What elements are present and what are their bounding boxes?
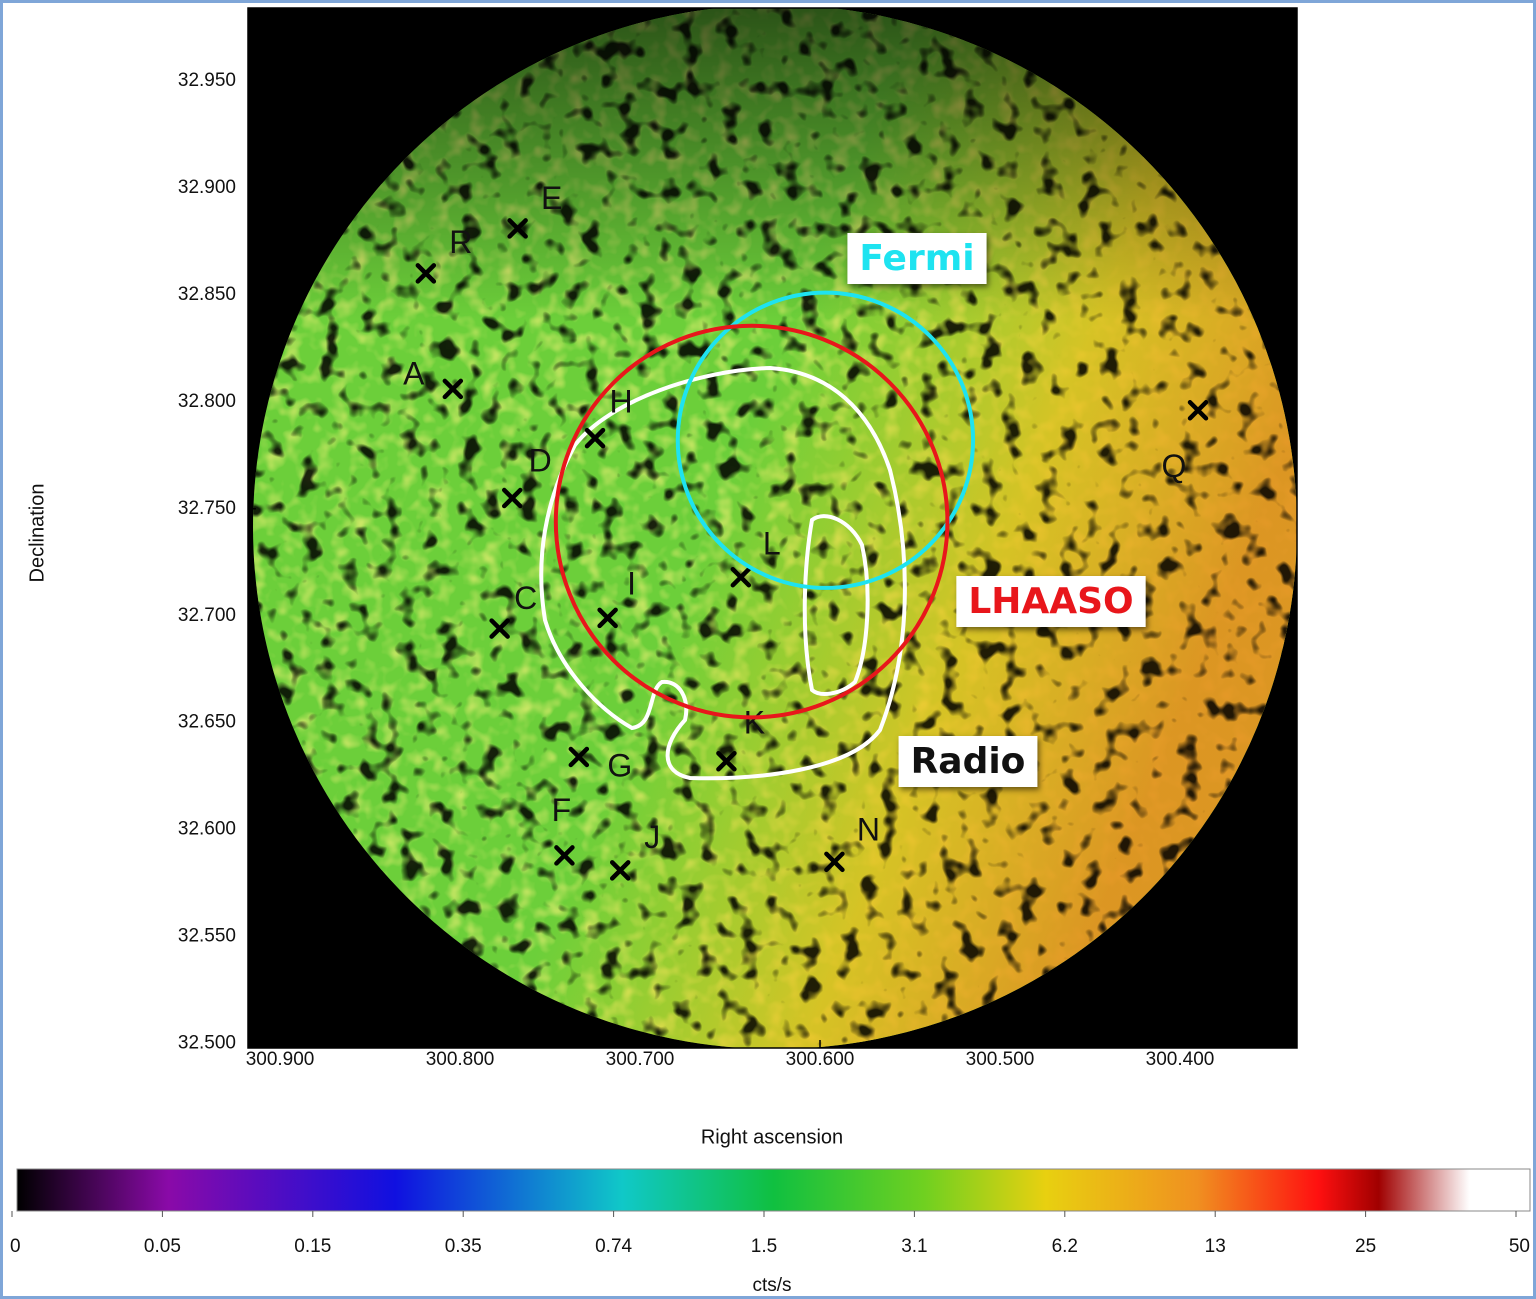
colorbar-tick-label: 0.15 xyxy=(294,1236,331,1257)
colorbar-tick-label: 0.05 xyxy=(144,1236,181,1257)
colorbar-tick-label: 3.1 xyxy=(901,1236,927,1257)
source-label: L xyxy=(763,526,781,562)
y-tick-label: 32.500 xyxy=(178,1033,236,1054)
source-label: A xyxy=(403,355,425,391)
colorbar-tick-label: 25 xyxy=(1355,1236,1376,1257)
colorbar-tick-label: 0.74 xyxy=(595,1236,632,1257)
y-tick-label: 32.800 xyxy=(178,391,236,412)
colorbar-tick-label: 0 xyxy=(10,1236,21,1257)
y-tick-label: 32.850 xyxy=(178,284,236,305)
source-label: H xyxy=(609,384,632,420)
y-axis-title: Declination xyxy=(26,484,48,583)
x-tick-label: 300.600 xyxy=(786,1049,855,1070)
y-tick-label: 32.650 xyxy=(178,712,236,733)
source-label: F xyxy=(552,792,572,828)
y-tick-label: 32.550 xyxy=(178,926,236,947)
x-tick-label: 300.400 xyxy=(1146,1049,1215,1070)
x-tick-label: 300.700 xyxy=(606,1049,675,1070)
chart: Right ascension Declination cts/s 300.90… xyxy=(0,0,1536,1299)
source-label: R xyxy=(449,224,472,260)
x-axis-title: Right ascension xyxy=(701,1126,843,1148)
y-tick-label: 32.900 xyxy=(178,177,236,198)
x-tick-label: 300.800 xyxy=(426,1049,495,1070)
x-tick-label: 300.900 xyxy=(246,1049,315,1070)
colorbar-tick-label: 50 xyxy=(1509,1236,1530,1257)
source-label: E xyxy=(541,180,562,216)
colorbar-title: cts/s xyxy=(752,1275,791,1296)
source-label: D xyxy=(529,442,552,478)
page-body: {"chart_data": { "type": "scatter", "xla… xyxy=(0,0,1536,1299)
y-tick-label: 32.750 xyxy=(178,498,236,519)
source-label: I xyxy=(627,565,636,601)
colorbar-tick-label: 0.35 xyxy=(445,1236,482,1257)
colorbar-tick-label: 13 xyxy=(1205,1236,1226,1257)
source-label: K xyxy=(744,705,765,741)
colorbar-tick-label: 1.5 xyxy=(751,1236,777,1257)
source-label: C xyxy=(514,580,537,616)
source-label: Q xyxy=(1162,448,1187,484)
region-label: LHAASO xyxy=(968,581,1133,622)
source-label: J xyxy=(644,819,660,855)
x-tick-label: 300.500 xyxy=(966,1049,1035,1070)
y-tick-label: 32.950 xyxy=(178,70,236,91)
region-label: Fermi xyxy=(859,238,974,279)
source-label: G xyxy=(607,747,632,783)
source-label: N xyxy=(857,811,880,847)
y-tick-label: 32.600 xyxy=(178,819,236,840)
y-tick-label: 32.700 xyxy=(178,605,236,626)
colorbar-tick-label: 6.2 xyxy=(1052,1236,1078,1257)
page: X-ray sky map html, body { margin: 0; pa… xyxy=(0,0,1536,1299)
colorbar xyxy=(17,1169,1530,1211)
radio-label: Radio xyxy=(911,741,1026,782)
